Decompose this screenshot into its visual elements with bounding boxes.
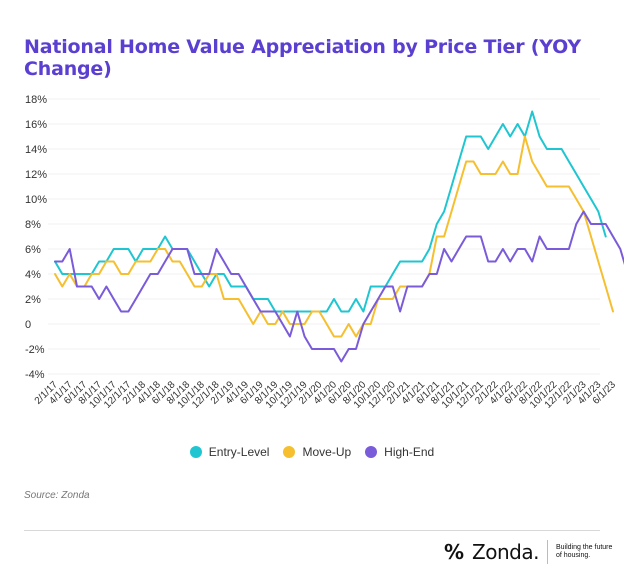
y-tick-label: 2%: [25, 294, 41, 306]
footer-divider: [24, 530, 600, 531]
y-tick-label: 14%: [25, 144, 47, 156]
zonda-logo-icon: %: [444, 540, 465, 564]
source-note: Source: Zonda: [24, 490, 90, 501]
y-tick-label: 6%: [25, 244, 41, 256]
y-tick-label: 10%: [25, 194, 47, 206]
legend-swatch-icon: [189, 446, 202, 458]
brand-tagline: Building the future of housing.: [555, 544, 613, 559]
y-tick-label: 4%: [25, 269, 41, 281]
legend-label: High-End: [384, 445, 435, 459]
brand-separator: [546, 540, 548, 564]
y-tick-label: 12%: [25, 169, 47, 181]
legend-label: Entry-Level: [208, 445, 270, 459]
chart-title: National Home Value Appreciation by Pric…: [24, 36, 581, 80]
brand-logo: % Zonda. Building the future of housing.: [444, 540, 616, 564]
legend-item-move-up[interactable]: Move-Up: [283, 445, 351, 459]
legend-swatch-icon: [283, 446, 296, 458]
legend-label: Move-Up: [302, 445, 352, 459]
y-tick-label: 0: [25, 319, 31, 331]
y-axis-ticks: 18% 16% 14% 12% 10% 8% 6% 4% 2% 0 -2% -4%: [25, 94, 47, 381]
line-chart: 18% 16% 14% 12% 10% 8% 6% 4% 2% 0 -2% -4% 2/1/174/1…: [25, 94, 624, 411]
series-lines: [54, 110, 624, 363]
series-line-entry-level: [54, 110, 607, 313]
brand-name: Zonda.: [472, 540, 539, 564]
gridlines: [48, 98, 600, 375]
y-tick-label: -4%: [25, 369, 45, 381]
y-tick-label: 18%: [25, 94, 47, 106]
legend-item-high-end[interactable]: High-End: [365, 445, 434, 459]
series-line-move-up: [54, 135, 614, 338]
x-axis-ticks: 2/1/174/1/176/1/178/1/1710/1/1712/1/172/…: [33, 379, 619, 411]
y-tick-label: -2%: [25, 344, 45, 356]
legend-swatch-icon: [365, 446, 378, 458]
y-tick-label: 8%: [25, 219, 41, 231]
legend: Entry-Level Move-Up High-End: [0, 445, 624, 459]
y-tick-label: 16%: [25, 119, 47, 131]
legend-item-entry-level[interactable]: Entry-Level: [189, 445, 270, 459]
series-line-high-end: [54, 210, 624, 363]
